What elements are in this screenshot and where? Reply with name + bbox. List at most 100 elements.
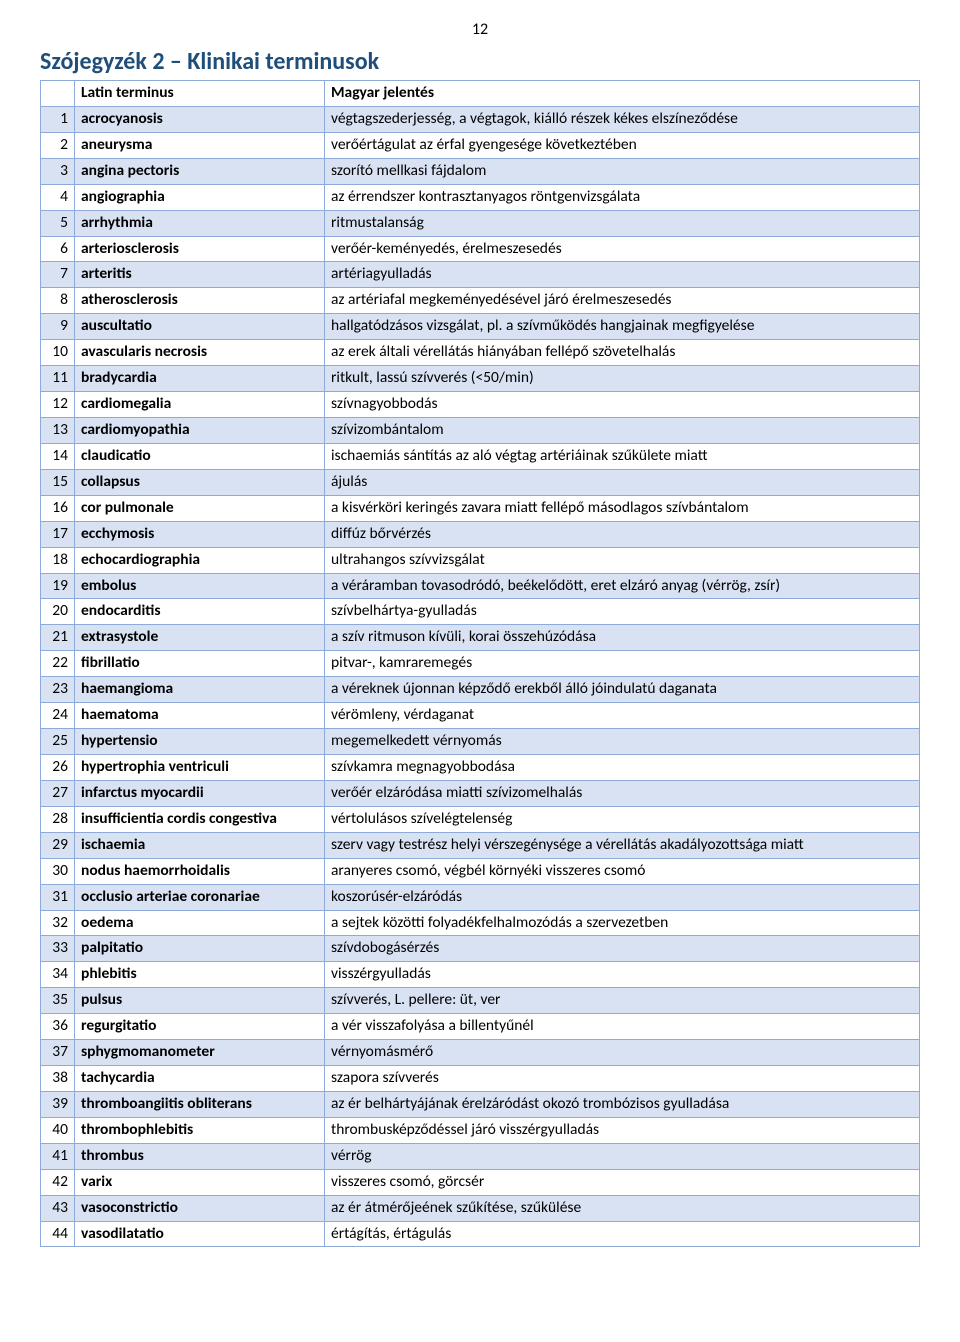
- cell-num: 42: [41, 1169, 75, 1195]
- table-row: 28insufficientia cordis congestivavértol…: [41, 806, 920, 832]
- table-row: 23haemangiomaa véreknek újonnan képződő …: [41, 677, 920, 703]
- table-row: 24haematomavérömleny, vérdaganat: [41, 703, 920, 729]
- cell-magyar: szívizombántalom: [325, 417, 920, 443]
- table-row: 17ecchymosisdiffúz bőrvérzés: [41, 521, 920, 547]
- table-header-row: Latin terminus Magyar jelentés: [41, 81, 920, 107]
- cell-latin: cardiomyopathia: [75, 417, 325, 443]
- table-row: 8atherosclerosisaz artériafal megkeménye…: [41, 288, 920, 314]
- cell-num: 13: [41, 417, 75, 443]
- cell-latin: oedema: [75, 910, 325, 936]
- cell-latin: arteritis: [75, 262, 325, 288]
- cell-latin: tachycardia: [75, 1066, 325, 1092]
- cell-magyar: a szív ritmuson kívüli, korai összehúzód…: [325, 625, 920, 651]
- cell-magyar: visszeres csomó, görcsér: [325, 1169, 920, 1195]
- page-number: 12: [40, 20, 920, 39]
- cell-magyar: szívverés, L. pellere: üt, ver: [325, 988, 920, 1014]
- cell-num: 4: [41, 184, 75, 210]
- cell-num: 2: [41, 132, 75, 158]
- cell-magyar: az artériafal megkeményedésével járó ére…: [325, 288, 920, 314]
- cell-latin: haematoma: [75, 703, 325, 729]
- cell-num: 11: [41, 366, 75, 392]
- cell-magyar: artériagyulladás: [325, 262, 920, 288]
- cell-latin: varix: [75, 1169, 325, 1195]
- table-row: 7arteritisartériagyulladás: [41, 262, 920, 288]
- cell-num: 14: [41, 443, 75, 469]
- table-row: 27infarctus myocardiiverőér elzáródása m…: [41, 780, 920, 806]
- cell-num: 30: [41, 858, 75, 884]
- cell-num: 23: [41, 677, 75, 703]
- cell-num: 17: [41, 521, 75, 547]
- cell-magyar: az ér belhártyájának érelzáródást okozó …: [325, 1091, 920, 1117]
- cell-num: 26: [41, 754, 75, 780]
- col-header-num: [41, 81, 75, 107]
- table-row: 35pulsusszívverés, L. pellere: üt, ver: [41, 988, 920, 1014]
- table-row: 18echocardiographiaultrahangos szívvizsg…: [41, 547, 920, 573]
- cell-num: 43: [41, 1195, 75, 1221]
- table-row: 11bradycardiaritkult, lassú szívverés (<…: [41, 366, 920, 392]
- cell-latin: vasoconstrictio: [75, 1195, 325, 1221]
- table-row: 42varixvisszeres csomó, görcsér: [41, 1169, 920, 1195]
- cell-latin: thrombophlebitis: [75, 1117, 325, 1143]
- cell-magyar: szapora szívverés: [325, 1066, 920, 1092]
- table-row: 22fibrillatiopitvar-, kamraremegés: [41, 651, 920, 677]
- cell-latin: palpitatio: [75, 936, 325, 962]
- cell-num: 35: [41, 988, 75, 1014]
- cell-num: 12: [41, 392, 75, 418]
- table-row: 43vasoconstrictioaz ér átmérőjeének szűk…: [41, 1195, 920, 1221]
- cell-magyar: szívnagyobbodás: [325, 392, 920, 418]
- cell-latin: hypertrophia ventriculi: [75, 754, 325, 780]
- cell-magyar: verőér-keményedés, érelmeszesedés: [325, 236, 920, 262]
- cell-magyar: diffúz bőrvérzés: [325, 521, 920, 547]
- cell-num: 37: [41, 1040, 75, 1066]
- cell-magyar: pitvar-, kamraremegés: [325, 651, 920, 677]
- cell-latin: avascularis necrosis: [75, 340, 325, 366]
- cell-magyar: vértolulásos szívelégtelenség: [325, 806, 920, 832]
- cell-latin: haemangioma: [75, 677, 325, 703]
- table-row: 44vasodilatatioértágítás, értágulás: [41, 1221, 920, 1247]
- cell-num: 39: [41, 1091, 75, 1117]
- table-row: 4angiographiaaz érrendszer kontrasztanya…: [41, 184, 920, 210]
- cell-magyar: az érrendszer kontrasztanyagos röntgenvi…: [325, 184, 920, 210]
- cell-magyar: ájulás: [325, 469, 920, 495]
- table-row: 15collapsusájulás: [41, 469, 920, 495]
- table-row: 31occlusio arteriae coronariaekoszorúsér…: [41, 884, 920, 910]
- cell-num: 33: [41, 936, 75, 962]
- cell-magyar: a véráramban tovasodródó, beékelődött, e…: [325, 573, 920, 599]
- cell-num: 18: [41, 547, 75, 573]
- cell-latin: bradycardia: [75, 366, 325, 392]
- cell-num: 6: [41, 236, 75, 262]
- cell-latin: cor pulmonale: [75, 495, 325, 521]
- cell-latin: thromboangiitis obliterans: [75, 1091, 325, 1117]
- cell-latin: echocardiographia: [75, 547, 325, 573]
- cell-latin: claudicatio: [75, 443, 325, 469]
- cell-latin: acrocyanosis: [75, 106, 325, 132]
- table-row: 1acrocyanosisvégtagszederjesség, a végta…: [41, 106, 920, 132]
- cell-magyar: aranyeres csomó, végbél környéki visszer…: [325, 858, 920, 884]
- cell-num: 29: [41, 832, 75, 858]
- cell-num: 25: [41, 729, 75, 755]
- cell-num: 44: [41, 1221, 75, 1247]
- cell-latin: occlusio arteriae coronariae: [75, 884, 325, 910]
- cell-latin: collapsus: [75, 469, 325, 495]
- table-row: 38tachycardiaszapora szívverés: [41, 1066, 920, 1092]
- table-row: 40thrombophlebitisthrombusképződéssel já…: [41, 1117, 920, 1143]
- cell-num: 19: [41, 573, 75, 599]
- cell-latin: sphygmomanometer: [75, 1040, 325, 1066]
- cell-num: 28: [41, 806, 75, 832]
- cell-latin: ecchymosis: [75, 521, 325, 547]
- cell-num: 24: [41, 703, 75, 729]
- table-row: 20endocarditisszívbelhártya-gyulladás: [41, 599, 920, 625]
- cell-latin: angiographia: [75, 184, 325, 210]
- table-row: 32oedemaa sejtek közötti folyadékfelhalm…: [41, 910, 920, 936]
- cell-latin: auscultatio: [75, 314, 325, 340]
- table-row: 19embolusa véráramban tovasodródó, beéke…: [41, 573, 920, 599]
- cell-magyar: ritkult, lassú szívverés (<50/min): [325, 366, 920, 392]
- table-row: 16cor pulmonalea kisvérköri keringés zav…: [41, 495, 920, 521]
- cell-magyar: verőértágulat az érfal gyengesége követk…: [325, 132, 920, 158]
- cell-num: 15: [41, 469, 75, 495]
- table-body: 1acrocyanosisvégtagszederjesség, a végta…: [41, 106, 920, 1247]
- cell-magyar: a kisvérköri keringés zavara miatt fellé…: [325, 495, 920, 521]
- table-row: 39thromboangiitis obliteransaz ér belhár…: [41, 1091, 920, 1117]
- cell-num: 34: [41, 962, 75, 988]
- cell-latin: cardiomegalia: [75, 392, 325, 418]
